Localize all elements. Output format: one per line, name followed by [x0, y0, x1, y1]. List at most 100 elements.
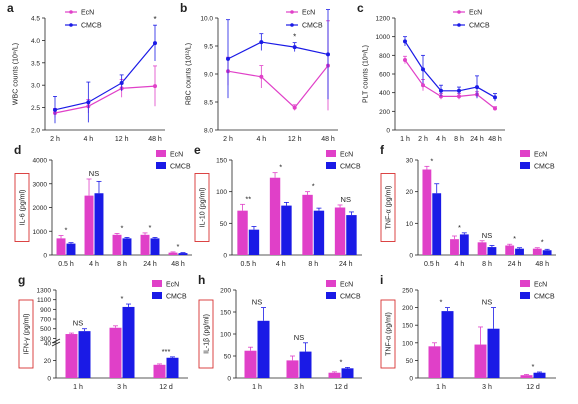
- data-point: [153, 84, 157, 89]
- y-tick-label: 1100: [37, 297, 51, 304]
- significance-label: *: [458, 223, 461, 232]
- x-tick-label: 12 d: [526, 384, 540, 391]
- bar-cmcb: [94, 193, 104, 255]
- bar-cmcb: [178, 253, 188, 255]
- bar-cmcb: [299, 351, 312, 378]
- y-tick-label: 0: [43, 253, 47, 260]
- significance-label: *: [430, 156, 433, 165]
- significance-label: *: [340, 357, 343, 366]
- series-line-cmcb: [227, 41, 329, 60]
- x-tick-label: 12 h: [115, 136, 129, 143]
- y-tick-label: 100: [220, 332, 231, 339]
- bar-cmcb: [281, 205, 292, 255]
- x-tick-label: 2 h: [418, 136, 428, 143]
- data-point: [493, 95, 497, 100]
- legend-label: CMCB: [166, 294, 187, 301]
- significance-label: NS: [89, 169, 99, 178]
- legend-swatch: [520, 150, 530, 157]
- x-tick-label: 48 h: [488, 136, 502, 143]
- significance-label: *: [532, 362, 535, 371]
- bar-ecn: [109, 327, 122, 378]
- bar-ecn: [428, 346, 441, 378]
- data-point: [403, 58, 407, 62]
- y-tick-label: 700: [40, 317, 51, 324]
- y-tick-label: 150: [402, 323, 413, 330]
- legend-label: CMCB: [534, 164, 555, 171]
- bar-cmcb: [459, 234, 469, 255]
- y-tick-label: 4000: [33, 158, 48, 165]
- x-tick-label: 24 h: [143, 261, 157, 268]
- x-tick-label: 3 h: [294, 384, 304, 391]
- legend-swatch: [326, 150, 336, 157]
- x-tick-label: 1 h: [436, 384, 446, 391]
- y-axis-label: PLT counts (10⁹/L): [363, 45, 370, 103]
- bar-cmcb: [122, 238, 132, 255]
- y-axis-label: TNF-α (pg/ml): [386, 312, 393, 356]
- y-axis-label: TNF-α (pg/ml): [386, 186, 393, 230]
- significance-label: NS: [252, 298, 262, 307]
- data-point: [403, 39, 407, 44]
- bar-ecn: [302, 194, 313, 255]
- y-tick-label: 4.0: [31, 38, 40, 45]
- data-point: [457, 88, 461, 93]
- legend-marker: [69, 10, 73, 14]
- x-tick-label: 3 h: [117, 384, 127, 391]
- significance-label: *: [121, 294, 124, 303]
- legend-marker: [290, 23, 294, 27]
- significance-label: *: [440, 298, 443, 307]
- bar-ecn: [334, 207, 346, 255]
- y-tick-label: 0: [223, 253, 227, 260]
- legend-label: CMCB: [534, 294, 555, 301]
- panel-label: d: [14, 143, 21, 157]
- bar-cmcb: [78, 331, 91, 378]
- panel-i: i 0 50 100 150 200 250 TNF-α (pg/ml) 1 h 3 h 12 d *…: [380, 273, 556, 391]
- y-tick-label: 150: [220, 310, 231, 317]
- data-point: [475, 85, 479, 90]
- significance-label: NS: [341, 195, 351, 204]
- y-tick-label: 3000: [33, 181, 48, 188]
- x-tick-label: 12 d: [334, 384, 348, 391]
- y-tick-label: 1300: [37, 288, 52, 295]
- legend-swatch: [520, 292, 530, 299]
- y-tick-label: 0: [409, 376, 413, 383]
- bar-ecn: [450, 239, 459, 255]
- bar-ecn: [269, 177, 281, 255]
- legend-swatch: [326, 162, 336, 169]
- x-tick-label: 8 h: [308, 261, 318, 268]
- y-tick-label: 2.5: [31, 105, 40, 112]
- panel-c: c 0 200 400 600 800 1000 1200 PLT counts (10⁹/L)…: [357, 1, 505, 143]
- y-axis-label: IL-1β (pg/ml): [204, 314, 211, 354]
- x-tick-label: 2 h: [50, 136, 60, 143]
- y-tick-label: 2000: [33, 205, 48, 212]
- panel-h: h 0 50 100 150 200 IL-1β (pg/ml) 1 h 3 h 12 d NS NS…: [198, 273, 362, 391]
- bar-ecn: [505, 245, 515, 255]
- y-tick-label: 0: [409, 253, 413, 260]
- legend-marker: [457, 10, 461, 14]
- ylabel-box: [18, 299, 34, 369]
- y-tick-label: 3.5: [31, 60, 40, 67]
- bar-cmcb: [432, 193, 442, 255]
- y-tick-label: 40: [44, 340, 52, 347]
- y-tick-label: 100: [402, 340, 413, 347]
- y-axis-label: IL-6 (pg/ml): [20, 190, 27, 226]
- data-point: [292, 45, 297, 50]
- legend-label: CMCB: [469, 23, 490, 30]
- y-axis-label: IL-10 (pg/ml): [200, 188, 207, 228]
- x-tick-label: 24 h: [508, 261, 522, 268]
- bar-ecn: [65, 334, 78, 378]
- y-tick-label: 0: [227, 376, 231, 383]
- data-point: [153, 41, 157, 46]
- data-point: [439, 88, 443, 93]
- legend-label: EcN: [469, 10, 482, 17]
- legend-label: EcN: [170, 152, 183, 159]
- significance-label: *: [312, 182, 315, 191]
- x-tick-label: 12 h: [288, 136, 302, 143]
- bar-cmcb: [166, 357, 179, 378]
- axis-break: [51, 338, 61, 344]
- data-point: [493, 106, 497, 111]
- significance-label: *: [293, 33, 296, 42]
- significance-label: **: [245, 194, 251, 203]
- legend-label: EcN: [340, 282, 353, 289]
- data-point: [86, 100, 91, 105]
